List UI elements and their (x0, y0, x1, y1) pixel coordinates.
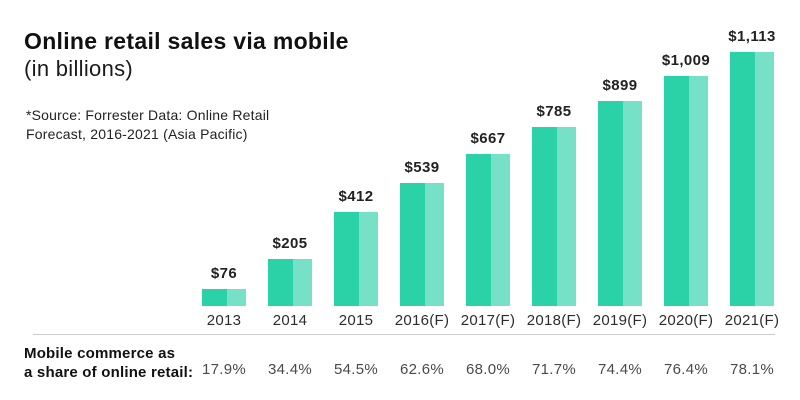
bar-value-label: $1,009 (661, 52, 711, 69)
chart-subtitle: (in billions) (24, 56, 134, 81)
bar-column-2018(F): $785 2018(F) (521, 26, 587, 334)
bar (664, 76, 708, 306)
bar-column-2019(F): $899 2019(F) (587, 26, 653, 334)
x-axis-label: 2021(F) (724, 311, 780, 329)
share-value: 68.0% (465, 361, 511, 378)
share-value: 62.6% (399, 361, 445, 378)
x-axis-label: 2014 (272, 311, 308, 329)
bar (730, 52, 774, 306)
x-axis-label: 2013 (206, 311, 242, 329)
x-axis-label: 2019(F) (592, 311, 648, 329)
bar-chart: $76 2013 $205 2014 $412 2015 $539 2016(F) $667 20… (191, 26, 785, 334)
bar (532, 127, 576, 306)
share-value: 71.7% (531, 361, 577, 378)
share-value: 17.9% (201, 361, 247, 378)
share-value: 34.4% (267, 361, 313, 378)
share-value: 54.5% (333, 361, 379, 378)
bar-value-label: $667 (470, 130, 506, 147)
x-axis-label: 2016(F) (394, 311, 450, 329)
source-note-line2: Forecast, 2016-2021 (Asia Pacific) (26, 126, 248, 142)
bar (268, 259, 312, 306)
bar-column-2020(F): $1,009 2020(F) (653, 26, 719, 334)
bar-value-label: $785 (536, 103, 572, 120)
bar-value-label: $76 (210, 265, 238, 282)
share-value: 76.4% (663, 361, 709, 378)
bar-column-2014: $205 2014 (257, 26, 323, 334)
x-axis-label: 2015 (338, 311, 374, 329)
share-value: 78.1% (729, 361, 775, 378)
x-axis-label: 2017(F) (460, 311, 516, 329)
bar-column-2017(F): $667 2017(F) (455, 26, 521, 334)
bar-column-2013: $76 2013 (191, 26, 257, 334)
bar (466, 154, 510, 306)
share-value: 74.4% (597, 361, 643, 378)
share-row-label-line1: Mobile commerce as (24, 345, 176, 362)
bar (202, 289, 246, 306)
bar-value-label: $1,113 (728, 28, 776, 45)
bar-value-label: $899 (602, 77, 638, 94)
bar (598, 101, 642, 306)
x-axis-label: 2018(F) (526, 311, 582, 329)
share-row: 17.9% 34.4% 54.5% 62.6% 68.0% 71.7% 74.4% 76.4%… (191, 361, 785, 378)
x-axis-label: 2020(F) (658, 311, 714, 329)
bar-column-2015: $412 2015 (323, 26, 389, 334)
bar-column-2021(F): $1,113 2021(F) (719, 26, 785, 334)
bar-value-label: $205 (272, 235, 308, 252)
share-row-label: Mobile commerce as a share of online ret… (24, 344, 193, 382)
bar (400, 183, 444, 306)
chart-title: Online retail sales via mobile (24, 28, 349, 54)
source-note: *Source: Forrester Data: Online Retail F… (26, 106, 269, 144)
source-note-line1: *Source: Forrester Data: Online Retail (26, 107, 270, 123)
share-row-label-line2: a share of online retail: (24, 364, 194, 381)
bar-column-2016(F): $539 2016(F) (389, 26, 455, 334)
bar-value-label: $412 (338, 188, 374, 205)
divider-line (33, 334, 775, 335)
bar (334, 212, 378, 306)
bar-value-label: $539 (404, 159, 440, 176)
